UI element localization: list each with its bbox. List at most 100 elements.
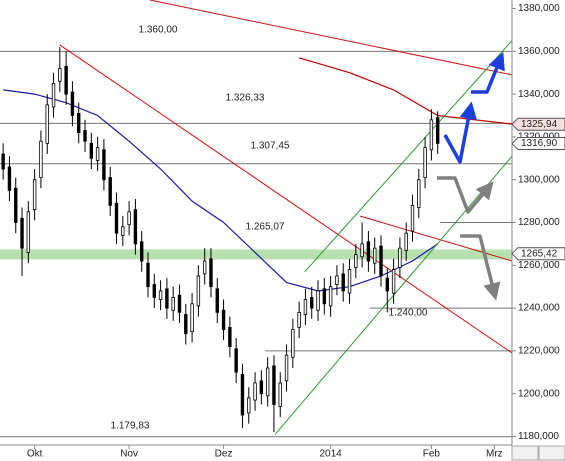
candle-body [240, 373, 245, 416]
candle-body [108, 177, 112, 206]
candle-body [234, 348, 238, 373]
candle-body [133, 209, 138, 245]
candle-body [297, 311, 301, 328]
candle-body [39, 140, 43, 178]
candle-body [184, 314, 188, 335]
candle-body [215, 288, 219, 313]
candle-body [221, 309, 226, 330]
y-tick-label: 1300,000 [518, 174, 560, 185]
candle-body [146, 262, 150, 288]
candle-body [398, 247, 402, 268]
pan-button[interactable] [538, 445, 565, 461]
candle-body [322, 288, 327, 305]
level-label: 1.326,33 [226, 93, 265, 104]
candle-body [291, 329, 295, 358]
candle-body [121, 226, 125, 236]
candle-body [202, 260, 207, 275]
candle-body [26, 211, 31, 253]
price-tag-label: 1325,94 [521, 119, 558, 130]
candle-body [429, 119, 434, 151]
arrow [443, 101, 477, 164]
candle-body [77, 112, 81, 134]
candle-body [14, 187, 18, 223]
candle-body [265, 367, 270, 397]
candle-body [228, 326, 232, 347]
candle-body [45, 104, 49, 144]
x-tick-label: 2014 [320, 449, 343, 460]
candle-body [404, 232, 408, 251]
candle-body [278, 382, 282, 407]
candle-body [435, 117, 440, 144]
overlay-line [149, 0, 513, 76]
candle-body [171, 296, 175, 311]
y-tick-label: 1200,000 [518, 388, 560, 399]
overlay-line [3, 89, 439, 292]
candle-body [259, 380, 264, 395]
candle-body [417, 179, 421, 208]
plot-area [0, 0, 512, 445]
candle-body [284, 354, 289, 382]
y-tick-label: 1360,000 [518, 46, 560, 57]
candle-body [89, 142, 94, 159]
y-tick-label: 1240,000 [518, 303, 560, 314]
y-tick-label: 1180,000 [518, 431, 559, 442]
candle-body [303, 299, 308, 315]
candle-body [423, 147, 427, 178]
candle-body [247, 397, 251, 414]
candle-body [354, 254, 358, 268]
candle-body [328, 286, 333, 307]
level-label: 1.179,83 [111, 421, 150, 432]
candle-body [70, 91, 75, 116]
price-tag-label: 1265,42 [521, 248, 558, 259]
toolbar[interactable] [511, 445, 565, 461]
zoom-button[interactable] [511, 445, 539, 461]
overlay-line [360, 215, 513, 262]
candle-body [95, 147, 100, 161]
candle-body [20, 217, 24, 249]
candle-body [127, 211, 131, 226]
candle-body [158, 290, 163, 300]
candle-body [335, 275, 339, 285]
price-tag [511, 117, 565, 131]
candle-body [373, 247, 377, 264]
candle-body [253, 382, 257, 401]
x-tick-label: Okt [27, 449, 43, 460]
x-tick-label: Mrz [486, 449, 503, 460]
candle-body [83, 130, 87, 142]
level-label: 1.265,07 [246, 222, 285, 233]
candle-body [366, 241, 371, 262]
y-tick-label: 1280,000 [518, 217, 560, 228]
candle-body [391, 269, 396, 294]
x-tick-label: Nov [120, 449, 138, 460]
candle-body [316, 290, 320, 311]
x-tick-label: Dez [215, 449, 233, 460]
candle-body [341, 273, 345, 292]
candle-body [379, 245, 383, 277]
y-tick-label: 1380,000 [518, 3, 560, 14]
overlay-line [59, 44, 513, 354]
candle-body [410, 204, 415, 232]
candle-body [385, 277, 390, 292]
candle-body [51, 83, 56, 108]
candle-body [102, 149, 106, 181]
candle-body [360, 243, 364, 258]
candle-body [177, 294, 182, 313]
candle-body [209, 258, 213, 288]
y-tick-label: 1340,000 [518, 89, 560, 100]
candle-body [32, 179, 37, 211]
candle-body [64, 65, 68, 95]
price-tag [511, 137, 565, 151]
level-label: 1.360,00 [139, 25, 178, 36]
scenario-arrows [437, 51, 505, 301]
candle-body [139, 241, 144, 262]
overlay-line [304, 40, 513, 273]
candle-body [7, 166, 12, 191]
candle-body [58, 68, 62, 82]
candle-body [196, 275, 201, 307]
candle-body [272, 365, 276, 405]
support-band [0, 249, 512, 260]
candle-body [347, 269, 352, 294]
y-tick-label: 1220,000 [518, 346, 560, 357]
candle-body [165, 288, 169, 309]
